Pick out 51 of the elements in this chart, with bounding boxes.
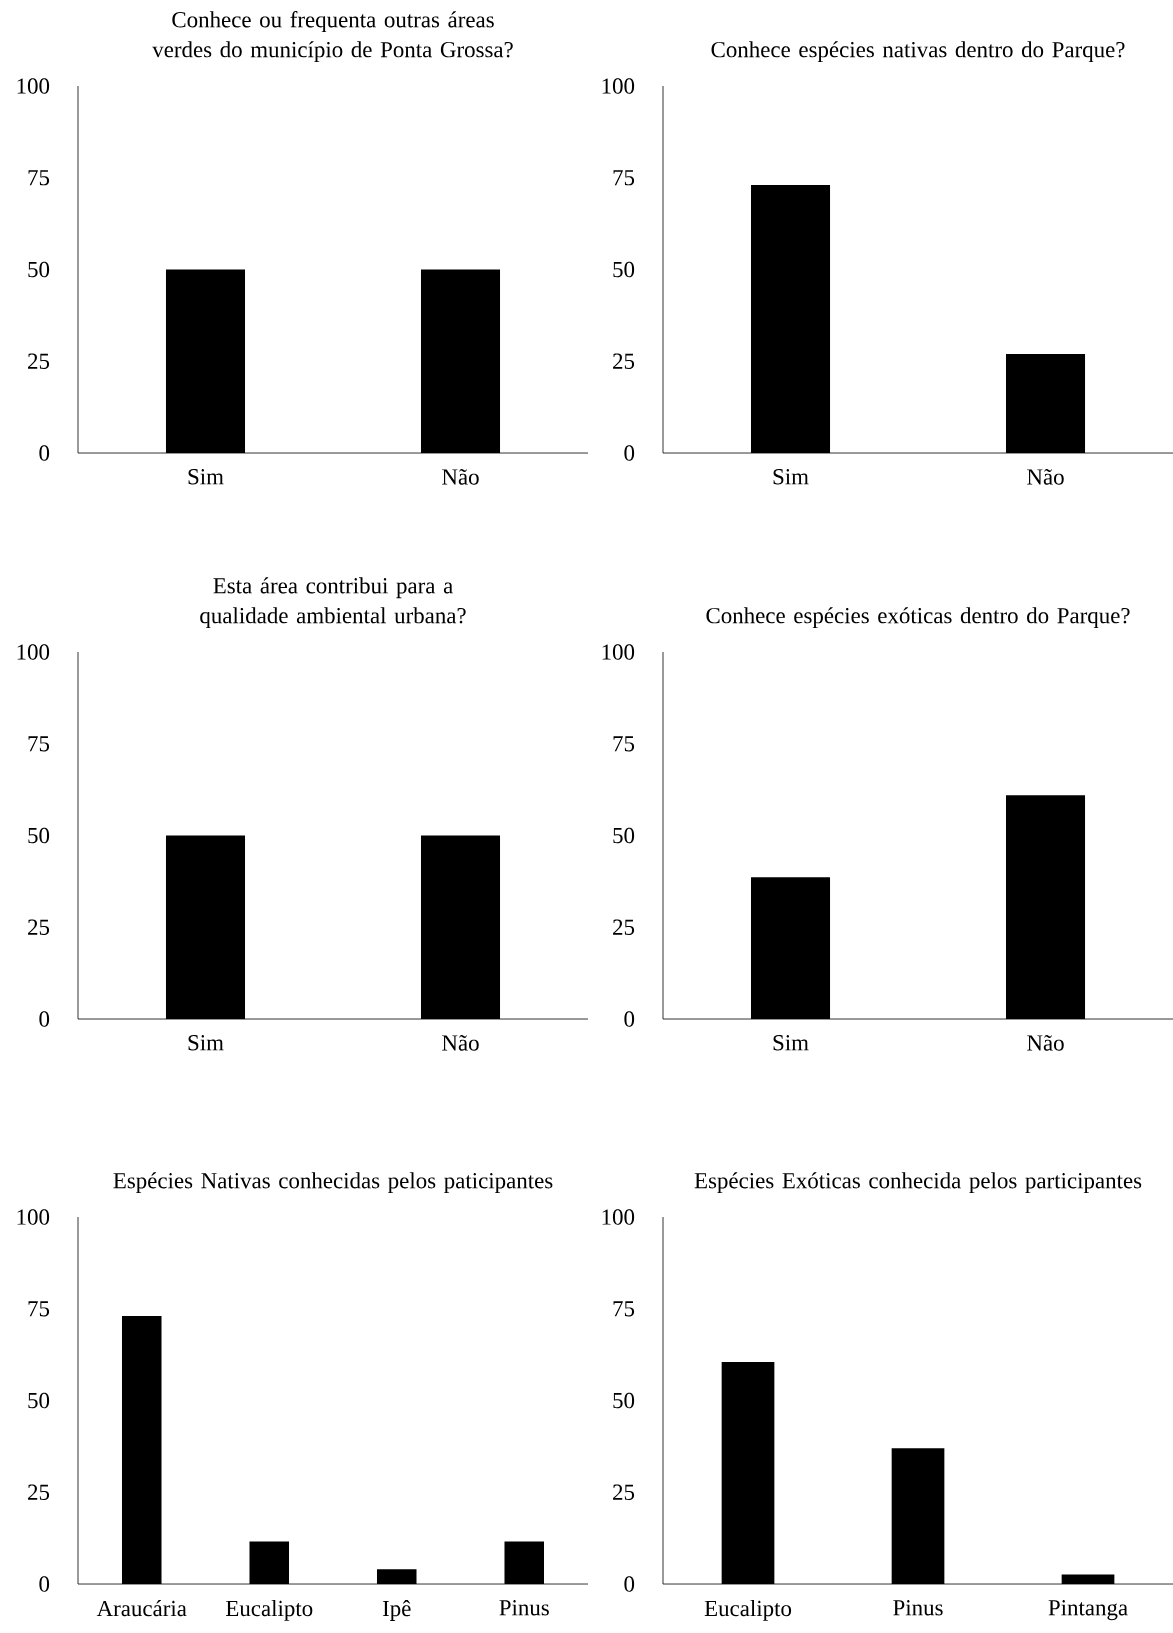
chart-title: Espécies Nativas conhecidas pelos paticipantes <box>113 1172 553 1194</box>
x-tick-label: Ipê <box>382 1600 411 1621</box>
x-tick-label: Eucalipto <box>704 1600 791 1621</box>
x-tick-label: Sim <box>188 469 224 485</box>
x-tick-label: Não <box>1026 1035 1064 1051</box>
chart-title: Conhece espécies nativas dentro do Parque? <box>711 41 1125 63</box>
y-tick-label: 100 <box>602 644 634 660</box>
y-tick-label: 100 <box>17 644 49 660</box>
chart-title: Conhece ou frequenta outras áreas verdes do município de Ponta Grossa? <box>152 11 513 63</box>
y-tick-label: 0 <box>39 1011 49 1027</box>
y-tick-label: 100 <box>602 1209 634 1225</box>
y-tick-label: 50 <box>28 1392 49 1409</box>
x-tick-label: Não <box>441 1035 479 1051</box>
x-tick-label: Pinus <box>893 1600 943 1616</box>
y-tick-label: 0 <box>624 1011 634 1027</box>
y-tick-label: 0 <box>624 445 634 461</box>
y-tick-label: 25 <box>27 1484 49 1500</box>
y-tick-label: 100 <box>602 78 634 94</box>
x-tick-label: Não <box>441 469 479 485</box>
x-tick-label: Sim <box>188 1035 224 1051</box>
chart-title: Espécies Exóticas conhecida pelos participantes <box>694 1172 1142 1194</box>
y-tick-label: 75 <box>613 736 634 752</box>
y-tick-label: 25 <box>27 353 49 369</box>
y-tick-label: 50 <box>613 827 634 844</box>
chart-title: Conhece espécies exóticas dentro do Parque? <box>706 607 1130 629</box>
y-tick-label: 100 <box>17 1209 49 1225</box>
x-tick-label: Pintanga <box>1048 1600 1128 1621</box>
y-tick-label: 25 <box>27 919 49 935</box>
x-tick-label: Araucária <box>96 1600 187 1617</box>
y-tick-label: 75 <box>28 736 49 752</box>
y-tick-label: 50 <box>613 261 634 278</box>
y-tick-label: 75 <box>613 1301 634 1317</box>
y-tick-label: 0 <box>624 1576 634 1592</box>
y-tick-label: 50 <box>28 827 49 844</box>
y-tick-label: 50 <box>613 1392 634 1409</box>
y-tick-label: 75 <box>28 1301 49 1317</box>
y-tick-label: 0 <box>39 1576 49 1592</box>
x-tick-label: Não <box>1026 469 1064 485</box>
y-tick-label: 100 <box>17 78 49 94</box>
y-tick-label: 75 <box>28 170 49 186</box>
y-tick-label: 75 <box>613 170 634 186</box>
y-tick-label: 25 <box>612 353 634 369</box>
y-tick-label: 50 <box>28 261 49 278</box>
x-tick-label: Eucalipto <box>225 1600 313 1621</box>
chart-title: Esta área contribui para a qualidade ambiental urbana? <box>200 577 466 629</box>
x-tick-label: Pinus <box>499 1600 549 1616</box>
y-tick-label: 25 <box>612 1484 634 1500</box>
x-tick-label: Sim <box>773 469 809 485</box>
y-tick-label: 25 <box>612 919 634 935</box>
x-tick-label: Sim <box>773 1035 809 1051</box>
y-tick-label: 0 <box>39 445 49 461</box>
